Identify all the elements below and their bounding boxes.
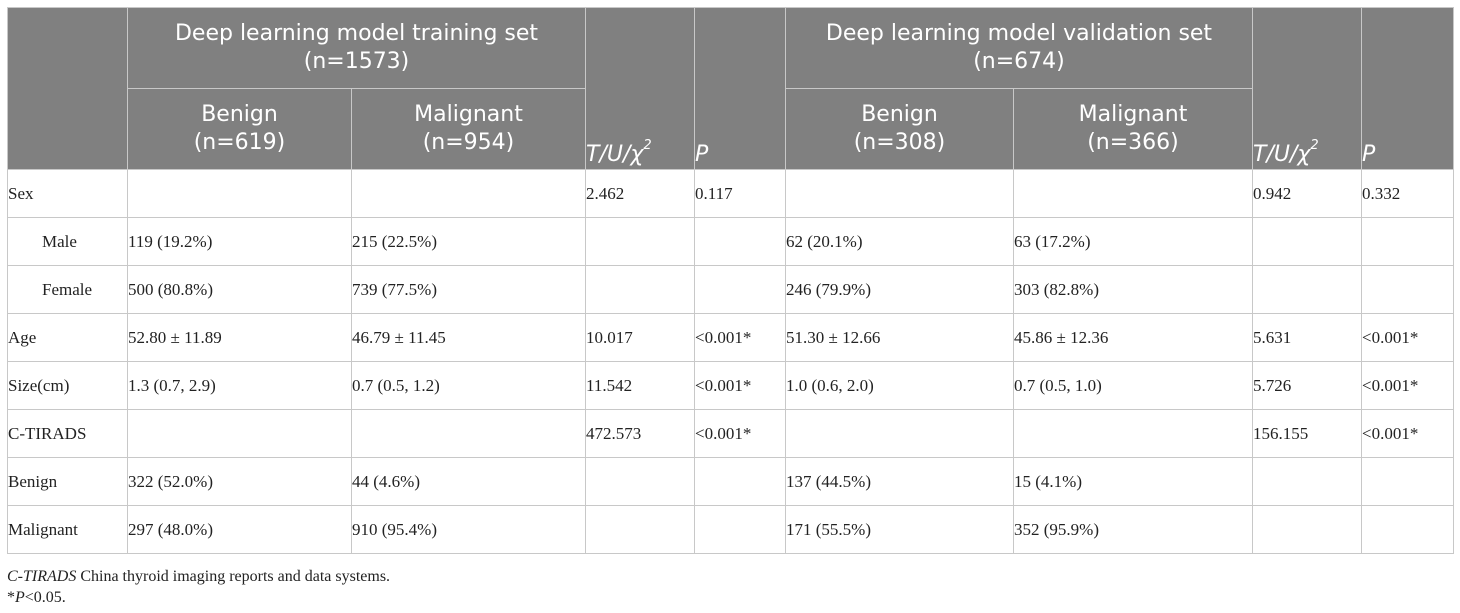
- table-row: Malignant 297 (48.0%) 910 (95.4%) 171 (55.5…: [7, 505, 1454, 554]
- table-cell: 15 (4.1%): [1013, 457, 1253, 506]
- table-cell: 303 (82.8%): [1013, 265, 1253, 314]
- table-cell: 739 (77.5%): [351, 265, 586, 314]
- table-cell: 1.0 (0.6, 2.0): [785, 361, 1014, 410]
- table-cell: 119 (19.2%): [127, 217, 352, 266]
- row-label: C-TIRADS: [7, 409, 128, 458]
- table-cell: 5.631: [1252, 313, 1362, 362]
- table-cell: [585, 265, 695, 314]
- table-cell: [1013, 169, 1253, 218]
- results-table: Deep learning model training set (n=1573…: [7, 7, 1454, 554]
- table-cell: <0.001*: [694, 313, 786, 362]
- significance-footnote: *P<0.05.: [7, 589, 66, 606]
- table-cell: 215 (22.5%): [351, 217, 586, 266]
- table-cell: <0.001*: [1361, 361, 1454, 410]
- table-cell: 2.462: [585, 169, 695, 218]
- table-cell: 10.017: [585, 313, 695, 362]
- row-label: Size(cm): [7, 361, 128, 410]
- row-label: Benign: [7, 457, 128, 506]
- table-cell: [694, 457, 786, 506]
- training-benign-header: Benign (n=619): [127, 88, 352, 170]
- results-table-container: Deep learning model training set (n=1573…: [7, 7, 1454, 554]
- table-cell: <0.001*: [694, 361, 786, 410]
- table-cell: 500 (80.8%): [127, 265, 352, 314]
- table-cell: 45.86 ± 12.36: [1013, 313, 1253, 362]
- table-cell: 352 (95.9%): [1013, 505, 1253, 554]
- table-cell: [127, 409, 352, 458]
- validation-stat-header: T/U/χ2: [1252, 7, 1362, 170]
- table-cell: 52.80 ± 11.89: [127, 313, 352, 362]
- table-cell: [351, 169, 586, 218]
- table-cell: 44 (4.6%): [351, 457, 586, 506]
- abbreviation-footnote: C-TIRADS China thyroid imaging reports a…: [7, 568, 391, 585]
- table-cell: [1252, 217, 1362, 266]
- table-cell: [1252, 265, 1362, 314]
- table-cell: [585, 457, 695, 506]
- table-cell: [785, 409, 1014, 458]
- row-label: Female: [7, 265, 128, 314]
- table-cell: [1252, 457, 1362, 506]
- table-cell: [1361, 505, 1454, 554]
- validation-malignant-header: Malignant (n=366): [1013, 88, 1253, 170]
- table-cell: [585, 217, 695, 266]
- table-cell: 910 (95.4%): [351, 505, 586, 554]
- table-cell: <0.001*: [694, 409, 786, 458]
- table-cell: 0.942: [1252, 169, 1362, 218]
- table-footnotes: C-TIRADS China thyroid imaging reports a…: [7, 566, 390, 608]
- table-cell: [585, 505, 695, 554]
- table-body: Sex 2.462 0.117 0.942 0.332 Male 119 (19.2%) 21…: [7, 169, 1454, 554]
- table-cell: 297 (48.0%): [127, 505, 352, 554]
- table-cell: 46.79 ± 11.45: [351, 313, 586, 362]
- table-cell: [785, 169, 1014, 218]
- training-set-header: Deep learning model training set (n=1573…: [127, 7, 586, 89]
- table-cell: 137 (44.5%): [785, 457, 1014, 506]
- table-cell: [694, 265, 786, 314]
- table-cell: [1252, 505, 1362, 554]
- table-cell: [694, 505, 786, 554]
- validation-p-header: P: [1361, 7, 1454, 170]
- table-cell: 246 (79.9%): [785, 265, 1014, 314]
- training-stat-header: T/U/χ2: [585, 7, 695, 170]
- table-cell: [694, 217, 786, 266]
- corner-header-cell: [7, 7, 128, 170]
- table-cell: 156.155: [1252, 409, 1362, 458]
- table-cell: 171 (55.5%): [785, 505, 1014, 554]
- row-label: Age: [7, 313, 128, 362]
- table-cell: 5.726: [1252, 361, 1362, 410]
- table-row: Male 119 (19.2%) 215 (22.5%) 62 (20.1%) 63 (…: [7, 217, 1454, 266]
- table-cell: 1.3 (0.7, 2.9): [127, 361, 352, 410]
- table-row: Age 52.80 ± 11.89 46.79 ± 11.45 10.017 <0.00…: [7, 313, 1454, 362]
- table-cell: 11.542: [585, 361, 695, 410]
- table-row: C-TIRADS 472.573 <0.001* 156.155 <0.001*: [7, 409, 1454, 458]
- training-p-header: P: [694, 7, 786, 170]
- table-row: Sex 2.462 0.117 0.942 0.332: [7, 169, 1454, 218]
- row-label: Male: [7, 217, 128, 266]
- table-cell: [351, 409, 586, 458]
- table-header: Deep learning model training set (n=1573…: [7, 7, 1454, 170]
- table-cell: 51.30 ± 12.66: [785, 313, 1014, 362]
- row-label: Sex: [7, 169, 128, 218]
- table-cell: 322 (52.0%): [127, 457, 352, 506]
- table-row: Size(cm) 1.3 (0.7, 2.9) 0.7 (0.5, 1.2) 11.5…: [7, 361, 1454, 410]
- table-cell: 0.7 (0.5, 1.0): [1013, 361, 1253, 410]
- table-row: Benign 322 (52.0%) 44 (4.6%) 137 (44.5%) 15 …: [7, 457, 1454, 506]
- table-cell: [1361, 217, 1454, 266]
- table-cell: [1361, 457, 1454, 506]
- table-cell: <0.001*: [1361, 313, 1454, 362]
- table-row: Female 500 (80.8%) 739 (77.5%) 246 (79.9%) 3…: [7, 265, 1454, 314]
- table-cell: 0.332: [1361, 169, 1454, 218]
- table-cell: [127, 169, 352, 218]
- table-cell: 0.7 (0.5, 1.2): [351, 361, 586, 410]
- table-cell: 62 (20.1%): [785, 217, 1014, 266]
- row-label: Malignant: [7, 505, 128, 554]
- table-cell: [1013, 409, 1253, 458]
- table-cell: <0.001*: [1361, 409, 1454, 458]
- table-cell: 472.573: [585, 409, 695, 458]
- table-cell: 63 (17.2%): [1013, 217, 1253, 266]
- table-cell: 0.117: [694, 169, 786, 218]
- validation-benign-header: Benign (n=308): [785, 88, 1014, 170]
- training-malignant-header: Malignant (n=954): [351, 88, 586, 170]
- table-cell: [1361, 265, 1454, 314]
- validation-set-header: Deep learning model validation set (n=67…: [785, 7, 1253, 89]
